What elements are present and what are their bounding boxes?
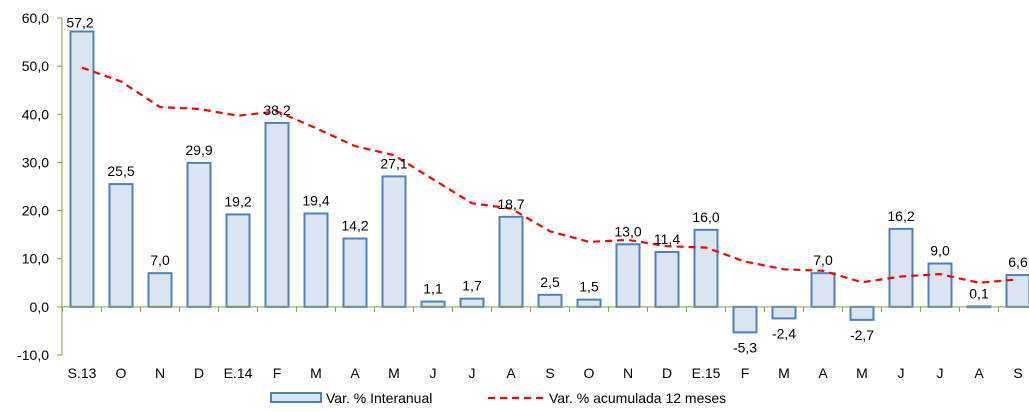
data-label: 1,1 (423, 281, 443, 297)
x-tick-label: J (430, 365, 437, 381)
x-axis: S.13 O N D E.14 F M A M J J A S O N D E.15 F M A M J J A S (62, 306, 1029, 381)
data-label: 6,6 (1008, 254, 1028, 270)
y-tick-label: 60,0 (22, 10, 49, 26)
x-tick-label: J (937, 365, 944, 381)
line-acumulada (81, 66, 1019, 284)
bar (381, 175, 407, 308)
data-label: -5,3 (733, 339, 757, 355)
x-tick-label: S (1013, 365, 1022, 381)
cumulative-line (81, 66, 1019, 284)
bar (459, 297, 485, 308)
data-label: 2,5 (540, 274, 560, 290)
x-tick-label: A (974, 365, 984, 381)
x-tick-label: A (350, 365, 360, 381)
data-label: 25,5 (107, 163, 134, 179)
data-label: 1,7 (462, 278, 482, 294)
data-label: 7,0 (813, 252, 833, 268)
x-tick-label: N (623, 365, 633, 381)
y-tick-label: 10,0 (22, 251, 49, 267)
data-label: 13,0 (614, 223, 641, 239)
bar (615, 243, 641, 308)
x-tick-label: D (194, 365, 204, 381)
x-tick-label: O (584, 365, 595, 381)
legend: Var. % Interanual Var. % acumulada 12 me… (270, 390, 726, 406)
data-labels: 57,2 25,5 7,0 29,9 19,2 38,2 19,4 14,2 27,1 1,1 1,… (66, 14, 1028, 355)
y-tick-label: 30,0 (22, 154, 49, 170)
data-label: 16,0 (692, 209, 719, 225)
legend-label-acumulada: Var. % acumulada 12 meses (549, 390, 726, 406)
bar (654, 250, 680, 308)
data-label: 38,2 (263, 102, 290, 118)
y-axis: -10,0 0,0 10,0 20,0 30,0 40,0 50,0 60,0 (17, 10, 63, 363)
y-tick-label: 0,0 (30, 299, 50, 315)
x-tick-label: M (856, 365, 868, 381)
bar (771, 305, 797, 320)
bar (693, 228, 719, 308)
legend-swatch-interanual (270, 392, 322, 403)
x-tick-label: E.15 (692, 365, 721, 381)
data-label: 27,1 (380, 155, 407, 171)
data-label: 0,1 (969, 285, 989, 301)
x-tick-label: M (388, 365, 400, 381)
data-label: 18,7 (497, 196, 524, 212)
bar (810, 272, 836, 308)
legend-label-interanual: Var. % Interanual (326, 390, 432, 406)
bar (264, 121, 290, 308)
data-label: 57,2 (66, 14, 93, 30)
x-tick-label: S (545, 365, 554, 381)
x-tick-label: A (818, 365, 828, 381)
x-tick-label: S.13 (68, 365, 97, 381)
bar (147, 272, 173, 308)
bar (342, 237, 368, 308)
bars (69, 30, 1029, 334)
x-tick-label: F (741, 365, 750, 381)
data-label: 16,2 (887, 208, 914, 224)
y-tick-label: 40,0 (22, 106, 49, 122)
data-label: -2,7 (850, 327, 874, 343)
bar (303, 212, 329, 308)
y-tick-label: -10,0 (17, 347, 49, 363)
data-label: 29,9 (185, 142, 212, 158)
data-label: 1,5 (579, 279, 599, 295)
data-label: 11,4 (654, 231, 680, 247)
data-label: 19,2 (224, 193, 251, 209)
bar (888, 227, 914, 308)
bar (108, 183, 134, 308)
x-tick-label: J (469, 365, 476, 381)
x-tick-label: A (506, 365, 516, 381)
x-tick-label: F (273, 365, 282, 381)
bar (927, 262, 953, 308)
bar (537, 293, 563, 308)
data-label: 19,4 (302, 192, 329, 208)
x-tick-label: N (155, 365, 165, 381)
bar (225, 213, 251, 308)
bar (186, 161, 212, 308)
x-tick-label: J (898, 365, 905, 381)
data-label: 9,0 (930, 243, 950, 259)
x-tick-label: E.14 (224, 365, 253, 381)
bar (69, 30, 95, 308)
x-tick-label: O (116, 365, 127, 381)
bar (732, 305, 758, 334)
bar (420, 300, 446, 308)
x-tick-label: M (310, 365, 322, 381)
bar (576, 298, 602, 308)
y-tick-label: 50,0 (22, 58, 49, 74)
bar (849, 305, 875, 321)
data-label: 7,0 (150, 252, 170, 268)
x-tick-label: M (778, 365, 790, 381)
data-label: 14,2 (341, 217, 368, 233)
data-label: -2,4 (772, 325, 796, 341)
y-tick-label: 20,0 (22, 203, 49, 219)
x-tick-label: D (662, 365, 672, 381)
bar (498, 215, 524, 308)
